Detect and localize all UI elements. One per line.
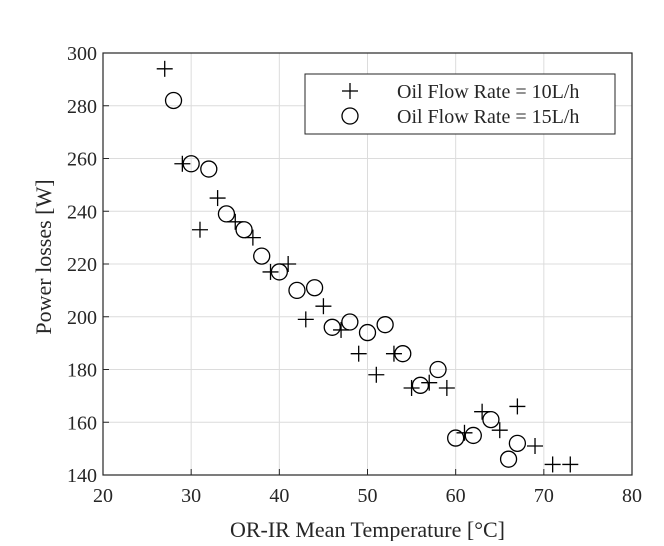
legend-marker (341, 107, 359, 125)
data-point-10lh (509, 398, 526, 415)
data-point-10lh (262, 263, 279, 280)
data-point-10lh (297, 311, 314, 328)
data-point-10lh (315, 298, 332, 315)
data-point-10lh (438, 379, 455, 396)
y-tick-label: 280 (67, 96, 97, 118)
data-point-10lh (562, 456, 579, 473)
data-point-15lh (411, 376, 430, 394)
data-point-15lh (482, 410, 500, 429)
legend-label: Oil Flow Rate = 15L/h (397, 106, 579, 128)
data-point-10lh (350, 345, 367, 362)
x-tick-label: 30 (181, 485, 201, 507)
data-point-10lh (174, 155, 191, 172)
legend: Oil Flow Rate = 10L/h Oil Flow Rate = 15L… (304, 73, 616, 135)
data-point-10lh (191, 221, 208, 238)
y-tick-label: 240 (67, 201, 97, 223)
data-point-15lh (323, 318, 341, 336)
data-point-15lh (182, 155, 200, 173)
y-tick-label: 140 (67, 465, 97, 487)
data-point-15lh (376, 316, 394, 334)
data-point-15lh (358, 323, 377, 342)
data-point-15lh (464, 426, 482, 445)
legend-box (304, 73, 616, 135)
data-point-15lh (499, 450, 518, 468)
x-tick-label: 60 (446, 485, 466, 507)
x-tick-label: 40 (269, 485, 289, 507)
data-point-15lh (217, 205, 236, 223)
data-point-15lh (270, 263, 288, 281)
data-points (156, 60, 579, 473)
data-point-15lh (508, 434, 527, 453)
x-tick-label: 50 (358, 485, 378, 507)
data-point-10lh (421, 374, 438, 391)
x-axis-title: OR-IR Mean Temperature [°C] (230, 517, 505, 541)
y-tick-label: 300 (67, 43, 97, 65)
data-point-10lh (209, 190, 226, 207)
data-point-10lh (456, 424, 473, 441)
data-point-10lh (491, 422, 508, 439)
x-tick-label: 70 (534, 485, 554, 507)
data-point-15lh (341, 313, 359, 331)
data-point-15lh (200, 160, 218, 178)
data-point-10lh (385, 345, 402, 362)
y-axis-title: Power losses [W] (31, 179, 56, 334)
data-point-15lh (235, 221, 253, 239)
data-point-10lh (368, 366, 385, 383)
y-tick-label: 220 (67, 254, 97, 276)
axis-ticks: 20 30 40 50 60 70 80 140 160 180 200 220 240 260 280 30… (67, 43, 642, 507)
x-tick-label: 80 (622, 485, 642, 507)
data-point-10lh (156, 60, 173, 77)
data-point-10lh (544, 456, 561, 473)
data-point-15lh (429, 360, 447, 379)
y-tick-label: 260 (67, 149, 97, 171)
y-tick-label: 180 (67, 360, 97, 382)
data-point-15lh (288, 281, 306, 300)
data-point-15lh (447, 429, 465, 447)
legend-label: Oil Flow Rate = 10L/h (397, 81, 579, 103)
data-point-15lh (253, 247, 271, 265)
data-point-15lh (305, 279, 324, 297)
y-tick-label: 160 (67, 412, 97, 434)
data-point-15lh (164, 91, 183, 110)
data-point-10lh (403, 379, 420, 396)
y-tick-label: 200 (67, 307, 97, 329)
data-point-10lh (527, 437, 544, 454)
legend-marker (342, 83, 358, 99)
data-point-15lh (394, 345, 412, 363)
x-tick-label: 20 (93, 485, 113, 507)
